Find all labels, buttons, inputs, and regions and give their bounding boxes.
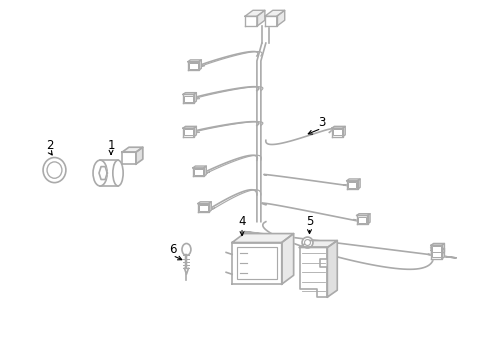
Polygon shape <box>277 10 285 26</box>
Polygon shape <box>198 202 211 203</box>
Ellipse shape <box>182 243 191 255</box>
Polygon shape <box>122 152 136 164</box>
Bar <box>348 182 356 188</box>
Polygon shape <box>122 147 143 152</box>
Bar <box>237 247 277 279</box>
Polygon shape <box>232 243 282 284</box>
Circle shape <box>302 237 313 248</box>
Polygon shape <box>358 179 360 189</box>
Polygon shape <box>183 128 194 136</box>
Polygon shape <box>332 126 345 128</box>
Polygon shape <box>282 234 294 284</box>
Polygon shape <box>232 234 294 243</box>
Polygon shape <box>442 243 444 254</box>
Polygon shape <box>245 16 257 26</box>
Polygon shape <box>357 214 370 216</box>
Polygon shape <box>188 60 201 62</box>
Polygon shape <box>194 126 196 136</box>
Polygon shape <box>442 248 444 258</box>
Polygon shape <box>431 248 444 250</box>
Bar <box>194 169 203 175</box>
Polygon shape <box>136 147 143 164</box>
Polygon shape <box>327 240 337 297</box>
Polygon shape <box>193 166 206 168</box>
Polygon shape <box>265 10 285 16</box>
Polygon shape <box>368 214 370 224</box>
Text: 5: 5 <box>306 215 313 228</box>
Bar <box>184 129 193 135</box>
Polygon shape <box>357 216 368 224</box>
Circle shape <box>305 239 311 246</box>
Polygon shape <box>299 240 337 247</box>
Polygon shape <box>198 203 209 212</box>
Bar <box>432 247 441 252</box>
Polygon shape <box>257 10 265 26</box>
Polygon shape <box>431 250 442 258</box>
Polygon shape <box>183 94 194 103</box>
Ellipse shape <box>113 160 123 186</box>
Polygon shape <box>204 166 206 176</box>
Bar <box>189 63 197 69</box>
Ellipse shape <box>43 158 66 183</box>
Ellipse shape <box>93 160 107 186</box>
Polygon shape <box>209 202 211 212</box>
Polygon shape <box>347 179 360 181</box>
Polygon shape <box>431 245 442 254</box>
Polygon shape <box>431 243 444 245</box>
Polygon shape <box>199 60 201 70</box>
Polygon shape <box>343 126 345 136</box>
Text: 2: 2 <box>46 139 53 152</box>
Text: 1: 1 <box>107 139 115 152</box>
Polygon shape <box>347 181 358 189</box>
Polygon shape <box>332 128 343 136</box>
Bar <box>358 217 367 223</box>
Polygon shape <box>245 10 265 16</box>
Text: 3: 3 <box>318 116 325 129</box>
Text: 6: 6 <box>169 243 176 256</box>
Bar <box>199 205 208 211</box>
Bar <box>184 96 193 102</box>
Bar <box>333 129 342 135</box>
Polygon shape <box>183 126 196 128</box>
Polygon shape <box>299 247 327 297</box>
Ellipse shape <box>47 162 62 178</box>
Polygon shape <box>194 93 196 103</box>
Polygon shape <box>99 167 107 180</box>
Bar <box>432 251 441 257</box>
Polygon shape <box>265 16 277 26</box>
Text: 4: 4 <box>238 215 246 228</box>
Polygon shape <box>183 93 196 94</box>
Polygon shape <box>188 62 199 70</box>
Polygon shape <box>193 168 204 176</box>
